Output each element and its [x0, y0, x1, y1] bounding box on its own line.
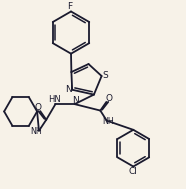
Text: NH: NH — [30, 127, 42, 136]
Text: N: N — [72, 96, 78, 105]
Text: O: O — [105, 94, 112, 103]
Text: S: S — [103, 71, 108, 80]
Text: F: F — [68, 2, 73, 11]
Text: NH: NH — [102, 116, 114, 125]
Text: HN: HN — [48, 95, 61, 104]
Text: Cl: Cl — [129, 167, 138, 176]
Text: N: N — [65, 85, 71, 94]
Text: O: O — [35, 103, 41, 112]
